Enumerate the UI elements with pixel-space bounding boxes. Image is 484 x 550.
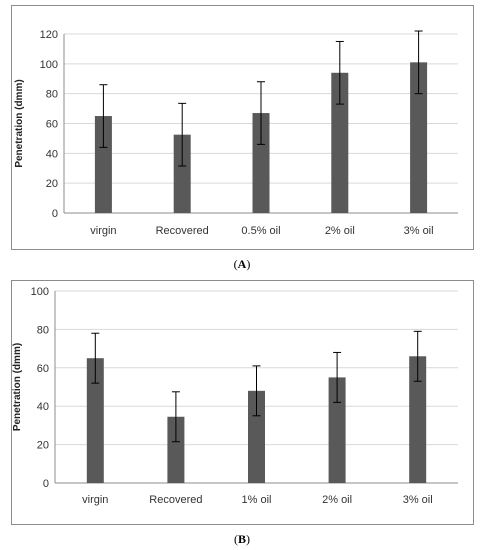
chart0-y-tick-label: 40 [46, 148, 58, 160]
chart0-y-tick-label: 60 [46, 119, 58, 131]
chart1-bar-2 [248, 390, 265, 483]
chart0-y-axis-label: Penetration (dmm) [14, 79, 25, 167]
chart1-y-tick-label: 80 [37, 324, 49, 336]
chart1-y-tick-label: 60 [37, 363, 49, 375]
chart1-y-tick-label: 100 [31, 286, 49, 298]
chart0-y-tick-label: 80 [46, 89, 58, 101]
chart1-bar-3 [328, 377, 346, 483]
chart-a-frame [11, 5, 474, 250]
chart1-category-label-4: 3% oil [403, 494, 433, 506]
chart1-category-label-0: virgin [82, 494, 108, 506]
chart1-category-label-2: 1% oil [242, 494, 272, 506]
chart0-y-tick-label: 20 [46, 178, 58, 190]
chart0-bar-0 [94, 116, 112, 213]
chart0-category-label-1: Recovered [156, 225, 209, 237]
chart0-category-label-2: 0.5% oil [241, 225, 280, 237]
chart1-category-label-1: Recovered [149, 494, 202, 506]
chart1-bar-4 [409, 356, 427, 483]
chart-b: 0 20 40 60 80 100 Penetration (dmm) virgin Recov… [12, 286, 458, 506]
chart0-y-tick-label: 100 [40, 59, 58, 71]
chart0-bar-3 [331, 72, 349, 214]
chart1-y-tick-label: 0 [43, 478, 49, 490]
chart0-y-tick-label: 0 [52, 208, 58, 220]
chart1-y-tick-label: 40 [37, 401, 49, 413]
chart-a: 0 20 40 60 80 100 120 Penetration (dmm) virgin Re… [14, 29, 458, 237]
chart1-y-tick-label: 20 [37, 440, 49, 452]
chart1-bar-1 [167, 416, 185, 483]
chart0-bar-2 [252, 113, 270, 213]
chart1-bar-0 [86, 358, 104, 483]
chart0-bar-4 [410, 62, 428, 213]
chart1-category-label-3: 2% oil [322, 494, 352, 506]
chart1-y-axis-label: Penetration (dmm) [12, 343, 23, 431]
chart0-category-label-0: virgin [90, 225, 116, 237]
chart0-category-label-3: 2% oil [325, 225, 355, 237]
chart0-bar-1 [173, 134, 191, 213]
panel-label-a: (A) [233, 257, 251, 271]
chart0-y-tick-label: 120 [40, 29, 58, 41]
chart0-category-label-4: 3% oil [404, 225, 434, 237]
panel-label-b: (B) [233, 532, 250, 546]
